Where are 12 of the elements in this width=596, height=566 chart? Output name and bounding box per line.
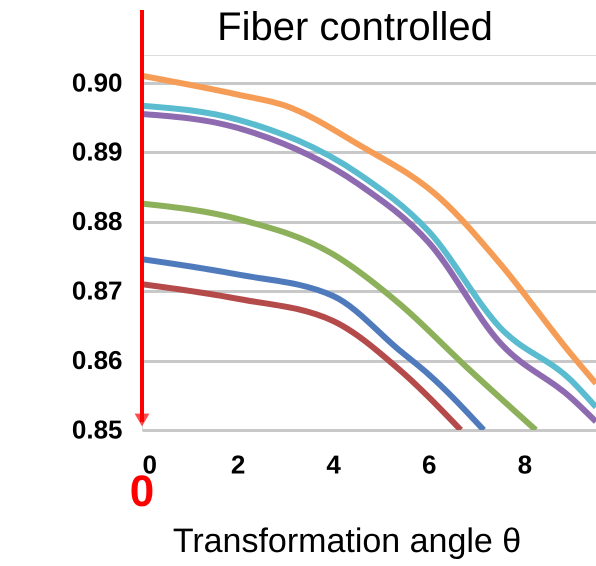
y-tick-label: 0.86 <box>72 345 122 376</box>
x-tick-label: 2 <box>230 450 246 480</box>
x-axis-title: Transformation angle θ <box>172 522 522 560</box>
x-tick-label: 6 <box>422 450 436 480</box>
y-tick-label: 0.87 <box>72 276 122 306</box>
y-tick-label: 0.88 <box>72 206 122 236</box>
chart-title: Fiber controlled <box>217 5 493 49</box>
x-tick-label: 4 <box>326 450 342 480</box>
y-tick-label: 0.89 <box>72 136 122 167</box>
y-tick-label: 0.90 <box>72 67 122 98</box>
x-tick-label: 8 <box>518 450 532 480</box>
y-tick-label: 0.85 <box>72 414 122 444</box>
